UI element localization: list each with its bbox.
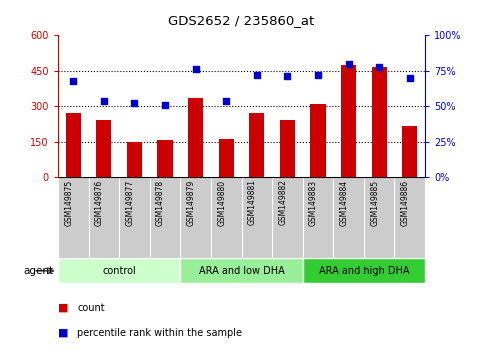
Text: ARA and low DHA: ARA and low DHA	[199, 266, 284, 276]
Bar	[402, 126, 417, 177]
Point	[192, 67, 199, 72]
Point	[284, 74, 291, 79]
Text: GSM149875: GSM149875	[64, 179, 73, 226]
Text: GSM149877: GSM149877	[126, 179, 134, 226]
Point	[375, 64, 383, 69]
Text: GSM149880: GSM149880	[217, 179, 226, 225]
Text: GSM149878: GSM149878	[156, 179, 165, 225]
Point	[130, 101, 138, 106]
Bar	[371, 67, 387, 177]
Text: GDS2652 / 235860_at: GDS2652 / 235860_at	[169, 14, 314, 27]
Text: GSM149884: GSM149884	[340, 179, 349, 225]
Bar	[96, 120, 112, 177]
Bar	[58, 258, 180, 283]
Text: control: control	[102, 266, 136, 276]
Text: agent: agent	[23, 266, 53, 276]
Point	[345, 61, 353, 67]
Text: ARA and high DHA: ARA and high DHA	[319, 266, 409, 276]
Text: GSM149886: GSM149886	[401, 179, 410, 225]
Point	[100, 98, 108, 103]
Bar	[341, 65, 356, 177]
Text: percentile rank within the sample: percentile rank within the sample	[77, 328, 242, 338]
Bar	[66, 113, 81, 177]
Text: GSM149881: GSM149881	[248, 179, 257, 225]
Bar	[280, 120, 295, 177]
Point	[406, 75, 413, 81]
Text: ■: ■	[58, 303, 69, 313]
Bar	[180, 258, 303, 283]
Bar	[188, 98, 203, 177]
Bar	[157, 141, 173, 177]
Point	[222, 98, 230, 103]
Text: ■: ■	[58, 328, 69, 338]
Text: GSM149882: GSM149882	[278, 179, 287, 225]
Point	[253, 72, 261, 78]
Point	[161, 102, 169, 108]
Text: count: count	[77, 303, 105, 313]
Text: GSM149883: GSM149883	[309, 179, 318, 225]
Bar	[311, 104, 326, 177]
Bar	[127, 142, 142, 177]
Text: GSM149885: GSM149885	[370, 179, 379, 225]
Text: GSM149879: GSM149879	[186, 179, 196, 226]
Point	[314, 72, 322, 78]
Bar	[219, 139, 234, 177]
Bar	[249, 113, 265, 177]
Text: GSM149876: GSM149876	[95, 179, 104, 226]
Point	[70, 78, 77, 84]
Bar	[303, 258, 425, 283]
